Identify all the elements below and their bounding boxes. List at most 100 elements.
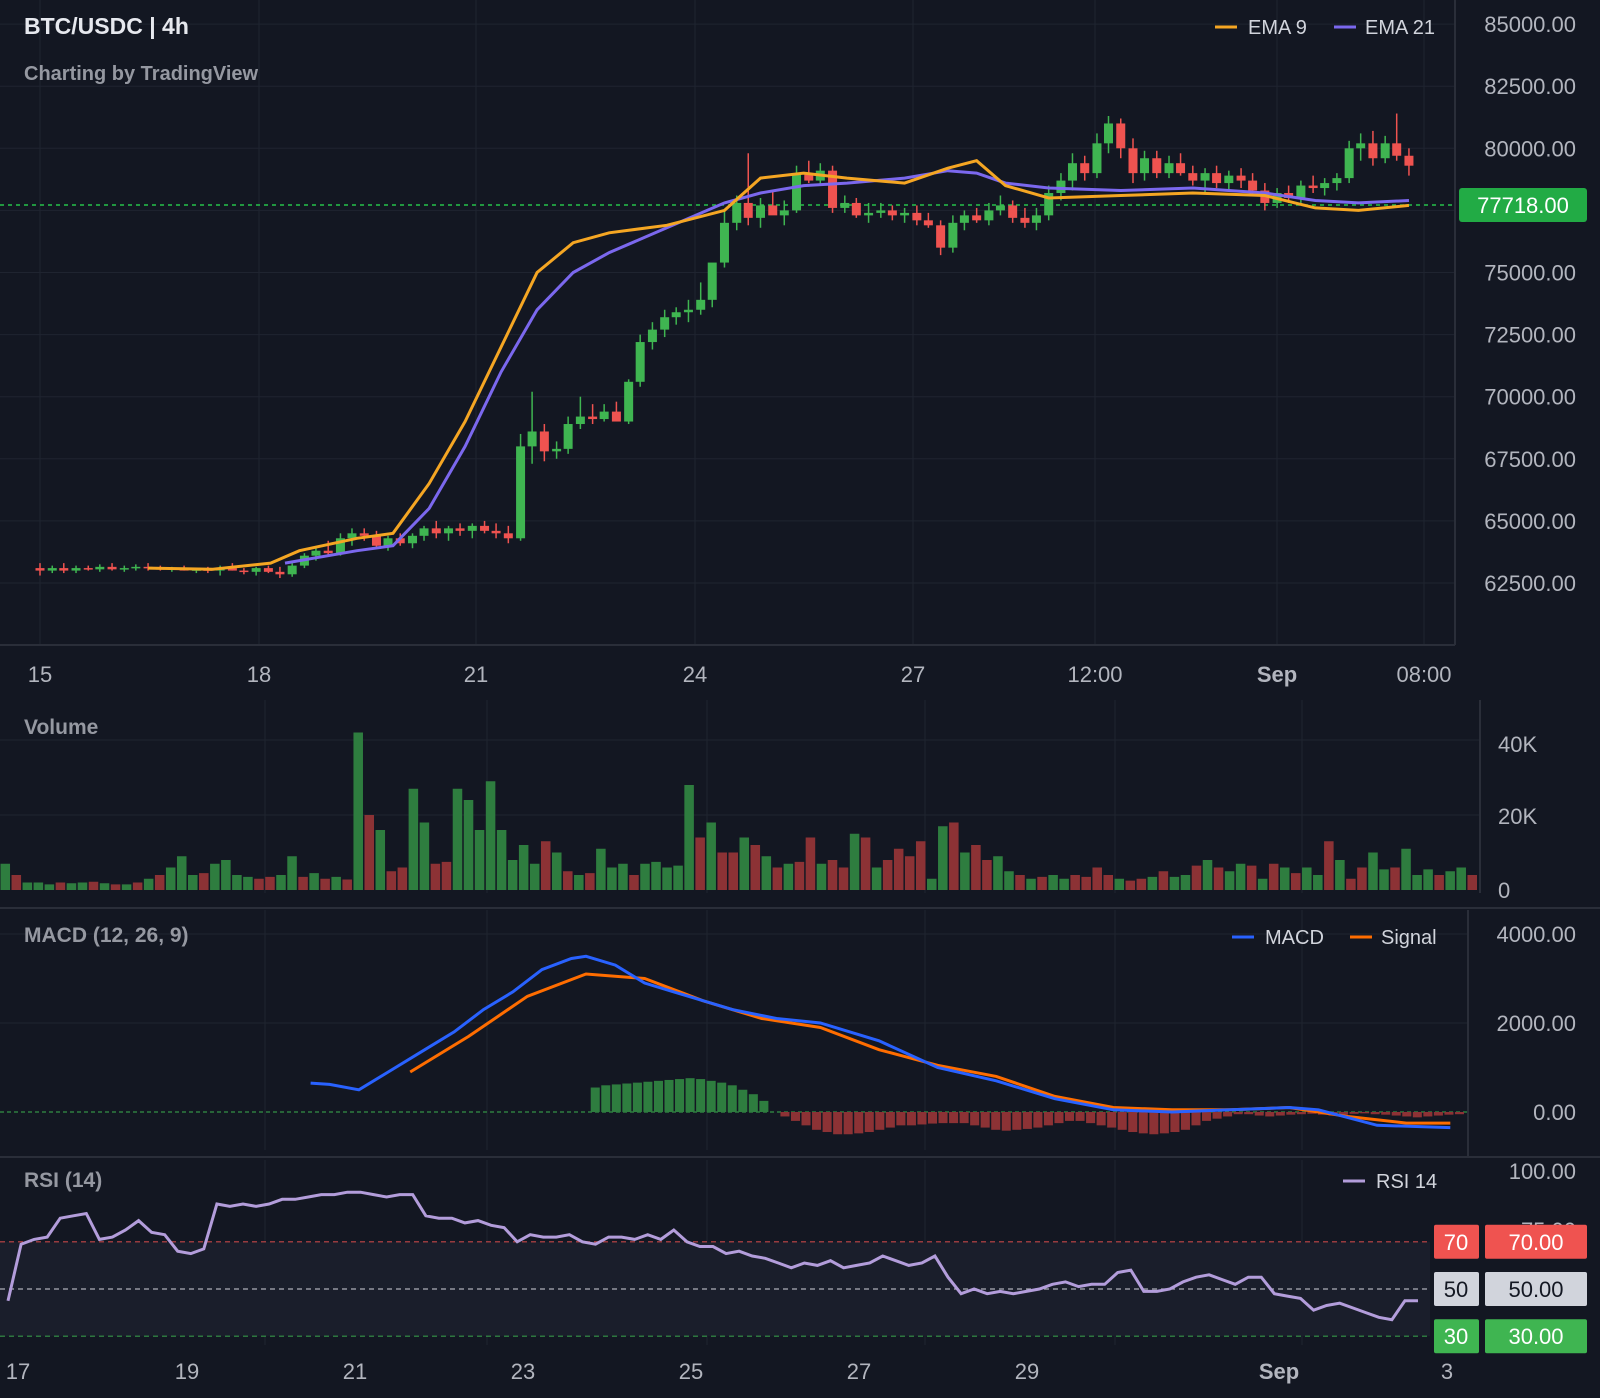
volume-bar xyxy=(783,863,794,890)
volume-bar xyxy=(309,873,319,890)
candle-body xyxy=(864,212,874,216)
candle-body xyxy=(1404,155,1414,166)
candle-body xyxy=(984,210,994,221)
macd-histogram-bar xyxy=(1412,1112,1422,1118)
volume-bar xyxy=(342,879,352,890)
macd-histogram-bar xyxy=(917,1112,927,1125)
rsi-x-tick-label: 27 xyxy=(847,1359,871,1384)
volume-bar xyxy=(827,860,838,890)
volume-bar xyxy=(353,732,363,890)
macd-histogram-bar xyxy=(632,1082,642,1112)
volume-title: Volume xyxy=(24,716,98,739)
macd-histogram-bar xyxy=(643,1081,653,1112)
macd-y-tick-label: 2000.00 xyxy=(1496,1011,1576,1036)
volume-bar xyxy=(1335,860,1345,890)
volume-pane[interactable]: 40K 20K 0 xyxy=(0,732,1538,903)
candle-body xyxy=(995,205,1005,211)
volume-bar xyxy=(1125,880,1136,890)
candle-body xyxy=(719,222,729,263)
volume-y-tick-label: 40K xyxy=(1498,732,1537,757)
macd-pane[interactable]: 4000.00 2000.00 0.00 xyxy=(0,922,1576,1135)
macd-histogram-bar xyxy=(748,1094,758,1112)
macd-histogram-bar xyxy=(833,1112,843,1135)
volume-bar xyxy=(22,882,33,890)
macd-histogram-bar xyxy=(949,1112,959,1124)
volume-bar xyxy=(1070,875,1080,890)
candle-body xyxy=(119,568,129,570)
macd-line xyxy=(310,954,1451,1130)
macd-histogram-bar xyxy=(601,1085,611,1112)
candle-body xyxy=(263,568,273,572)
candle-body xyxy=(1116,123,1126,149)
price-y-tick-label: 70000.00 xyxy=(1484,385,1576,410)
volume-bar xyxy=(971,845,981,890)
volume-bar xyxy=(1467,875,1477,890)
macd-title: MACD (12, 26, 9) xyxy=(24,924,189,947)
volume-bar xyxy=(761,856,772,890)
candle-body xyxy=(455,528,465,531)
candle-body xyxy=(840,202,850,208)
candle-body xyxy=(1080,163,1090,174)
volume-bar xyxy=(1224,871,1235,890)
volume-bar xyxy=(684,785,694,890)
volume-bar xyxy=(551,852,562,890)
rsi-x-tick-label: 29 xyxy=(1015,1359,1039,1384)
candle-body xyxy=(923,220,933,226)
macd-histogram-bar xyxy=(1043,1112,1053,1126)
macd-histogram-bar xyxy=(611,1084,621,1112)
volume-bar xyxy=(188,875,198,890)
price-pane[interactable]: 15 18 21 24 27 12:00 Sep 08:00 85000.00 82500.00 8… xyxy=(0,12,1587,687)
candle-body xyxy=(71,568,81,571)
candle-body xyxy=(683,309,693,313)
macd-histogram-bar xyxy=(1433,1112,1443,1116)
volume-bar xyxy=(320,878,330,890)
candle-body xyxy=(527,431,537,447)
volume-bar xyxy=(529,863,540,890)
volume-bar xyxy=(662,867,672,890)
candle-body xyxy=(1020,217,1030,223)
macd-histogram-bar xyxy=(1244,1112,1254,1115)
volume-bar xyxy=(55,882,66,890)
candle-body xyxy=(732,202,742,223)
volume-bar xyxy=(474,830,485,890)
macd-histogram-bar xyxy=(875,1112,885,1130)
volume-bar xyxy=(1147,876,1158,890)
price-x-tick-label: 08:00 xyxy=(1396,662,1451,687)
volume-bar xyxy=(375,830,386,890)
candle-body xyxy=(251,568,261,572)
volume-bar xyxy=(1191,865,1202,890)
price-y-tick-label: 62500.00 xyxy=(1484,571,1576,596)
candle-body xyxy=(371,535,381,546)
macd-histogram-bar xyxy=(1086,1112,1096,1124)
macd-histogram-bar xyxy=(653,1080,663,1112)
candle-body xyxy=(900,212,910,216)
volume-bar xyxy=(915,841,926,890)
volume-bar xyxy=(1114,878,1125,890)
macd-histogram-bar xyxy=(801,1112,811,1126)
volume-bar xyxy=(1136,878,1147,890)
macd-histogram-bar xyxy=(1370,1112,1380,1115)
candle-body xyxy=(503,533,513,539)
macd-histogram-bar xyxy=(1117,1112,1127,1130)
volume-bar xyxy=(1092,867,1102,890)
volume-bar xyxy=(463,800,474,890)
rsi-pane[interactable]: 100.0075.007070.005050.003030.0017192123… xyxy=(0,1159,1587,1384)
candle-body xyxy=(647,329,657,343)
candle-body xyxy=(1104,123,1114,144)
volume-bar xyxy=(143,878,154,890)
candle-body xyxy=(1008,205,1018,218)
volume-bar xyxy=(210,863,220,890)
macd-histogram-bar xyxy=(675,1079,685,1112)
volume-bar xyxy=(408,788,419,890)
candle-body xyxy=(552,448,562,452)
candle-body xyxy=(1176,163,1186,174)
volume-bar xyxy=(496,830,507,890)
volume-bar xyxy=(949,822,959,890)
candle-body xyxy=(743,202,753,218)
macd-histogram-bar xyxy=(1265,1112,1275,1117)
candle-body xyxy=(431,528,441,534)
volume-y-tick-label: 20K xyxy=(1498,804,1537,829)
macd-histogram-bar xyxy=(1012,1112,1022,1130)
candle-body xyxy=(1224,175,1234,184)
